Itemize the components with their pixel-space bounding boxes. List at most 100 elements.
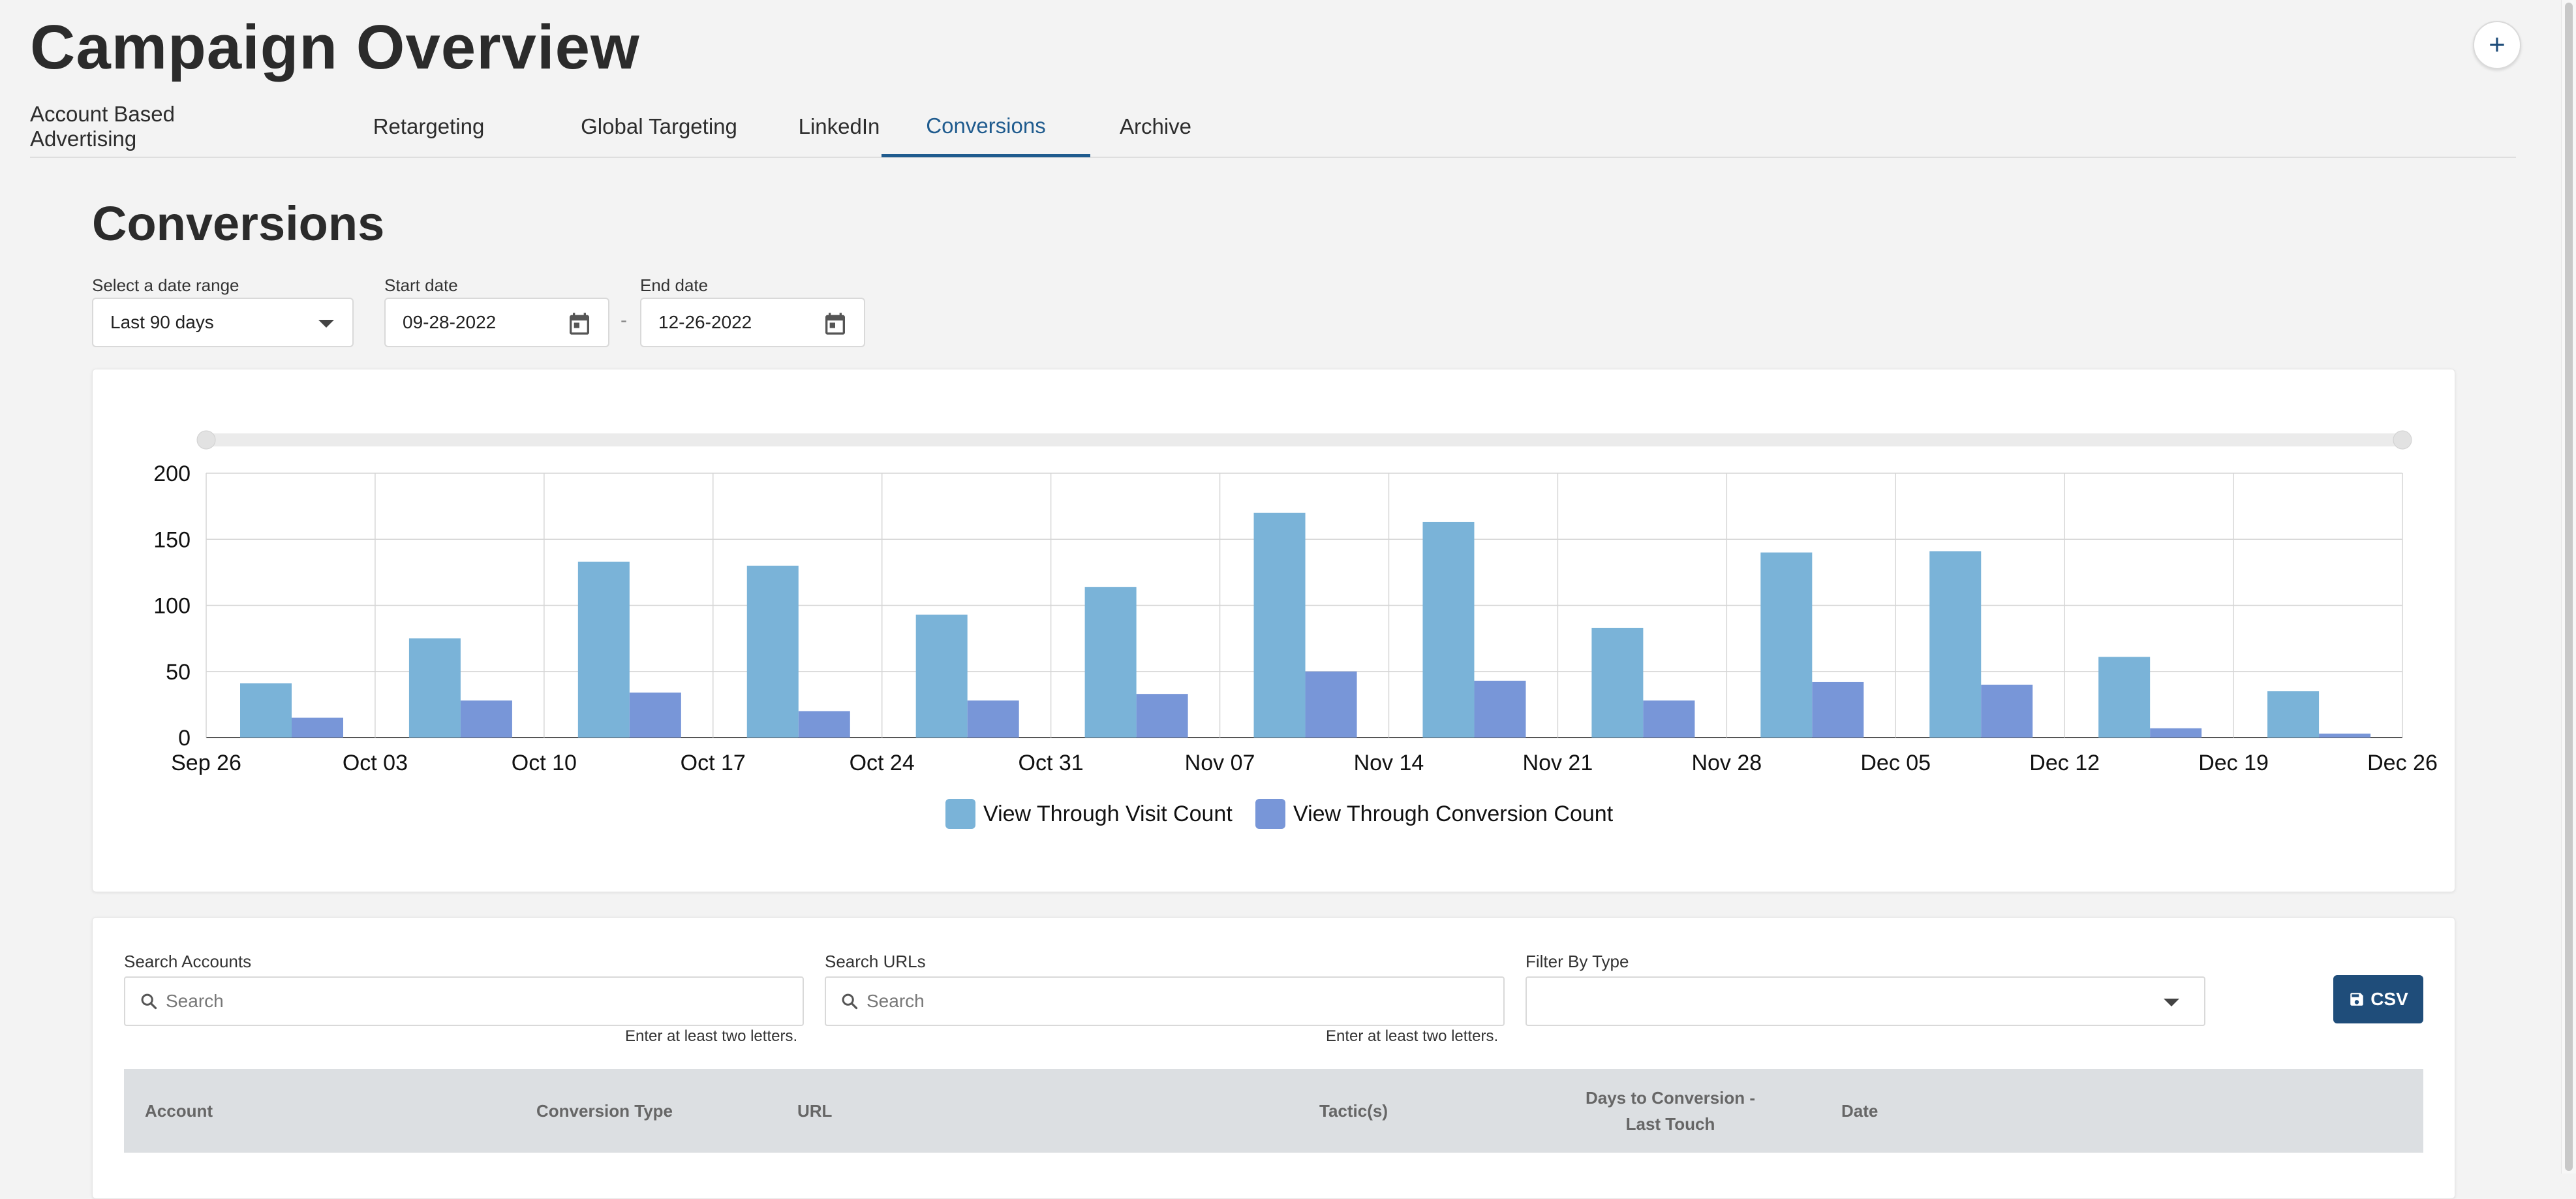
bar-conversion [1643,700,1695,738]
calendar-icon[interactable] [822,311,848,337]
bar-conversion [1474,680,1526,738]
bar-visit [1084,587,1137,738]
section-title: Conversions [92,196,385,251]
column-url[interactable]: URL [797,1100,833,1121]
page-title: Campaign Overview [30,12,640,82]
start-date-value: 09-28-2022 [403,312,497,332]
tab-retargeting[interactable]: Retargeting [373,114,485,138]
x-tick-label: Nov 14 [1354,751,1424,775]
bar-visit [2098,657,2151,738]
tab-global-targeting[interactable]: Global Targeting [581,114,737,138]
bar-visit [1253,512,1306,738]
x-tick-label: Oct 31 [1019,751,1084,775]
end-date-input[interactable]: 12-26-2022 [640,298,865,347]
caret-down-icon [318,320,334,328]
x-tick-label: Dec 26 [2367,751,2438,775]
date-range-label: Select a date range [92,275,239,295]
bar-conversion [2319,733,2371,738]
search-icon [141,993,157,1010]
search-accounts-label: Search Accounts [124,952,252,971]
chart-card: 0 50 100 150 200 Sep 26 Oct 03 Oct 10 Oct 17 Oct … [92,369,2455,892]
x-tick-label: Oct 03 [343,751,408,775]
bar-conversion [1812,681,1864,738]
conversions-chart: 0 50 100 150 200 Sep 26 Oct 03 Oct 10 Oct 17 Oct … [153,430,2438,829]
tab-archive[interactable]: Archive [1119,114,1192,138]
legend-swatch [1255,799,1285,829]
column-conversion-type[interactable]: Conversion Type [536,1100,673,1121]
x-tick-label: Nov 28 [1691,751,1762,775]
bar-visit [915,614,968,738]
legend-label: View Through Visit Count [983,802,1233,826]
search-accounts-placeholder: Search [166,991,224,1011]
search-accounts-hint: Enter at least two letters. [625,1027,798,1045]
page-scrollbar[interactable] [2561,0,2576,1174]
save-icon [2350,993,2363,1006]
bar-visit [577,561,630,738]
x-tick-label: Dec 12 [2029,751,2100,775]
x-tick-label: Oct 17 [681,751,746,775]
csv-export-button[interactable]: CSV [2333,975,2423,1023]
legend-label: View Through Conversion Count [1293,802,1614,826]
bar-conversion [1136,694,1188,738]
add-button[interactable]: + [2473,21,2521,69]
end-date-value: 12-26-2022 [658,312,752,332]
x-tick-label: Dec 05 [1860,751,1931,775]
range-slider-track [206,433,2402,446]
bar-conversion [798,711,850,738]
range-slider-handle-start [196,430,216,450]
search-urls-placeholder: Search [866,991,925,1011]
date-range-select[interactable]: Last 90 days [92,298,354,347]
search-urls-input[interactable]: Search [825,976,1505,1026]
scrollbar-thumb[interactable] [2565,3,2573,1171]
y-tick-label: 0 [178,726,191,751]
table-header: Account Conversion Type URL Tactic(s) Da… [124,1069,2423,1153]
plus-icon: + [2489,29,2506,61]
date-range-value: Last 90 days [110,312,214,332]
y-tick-label: 150 [153,527,191,552]
y-tick-label: 50 [166,660,191,685]
search-urls-hint: Enter at least two letters. [1326,1027,1499,1045]
start-date-input[interactable]: 09-28-2022 [384,298,609,347]
column-date[interactable]: Date [1841,1100,1878,1121]
bar-conversion [292,717,343,738]
tab-conversions[interactable]: Conversions [882,98,1090,157]
y-tick-label: 200 [153,461,191,486]
bar-conversion [460,700,512,738]
end-date-label: End date [640,275,709,295]
date-separator: - [621,309,627,331]
x-tick-label: Nov 07 [1185,751,1255,775]
search-accounts-input[interactable]: Search [124,976,804,1026]
bar-conversion [2150,728,2202,738]
start-date-label: Start date [384,275,458,295]
column-days-to-conversion[interactable]: Days to Conversion - Last Touch [1585,1088,1756,1134]
conversions-table-card: Search Accounts Search Enter at least tw… [92,917,2455,1199]
bar-visit [1591,627,1644,738]
search-urls-label: Search URLs [825,952,926,971]
bar-conversion [1981,685,2033,738]
x-tick-label: Oct 24 [850,751,915,775]
bar-conversion [1305,671,1357,738]
tab-linkedin[interactable]: LinkedIn [798,114,880,138]
bar-visit [1760,552,1813,738]
filter-type-label: Filter By Type [1526,952,1629,971]
bar-visit [1422,522,1475,738]
bar-visit [240,683,292,738]
filter-type-select[interactable] [1526,976,2205,1026]
tab-bar: Account Based Advertising Retargeting Gl… [30,98,2516,158]
bar-visit [2267,691,2320,738]
bar-conversion [629,693,681,738]
x-tick-label: Nov 21 [1523,751,1593,775]
legend-swatch [945,799,975,829]
caret-down-icon [2164,999,2179,1006]
csv-label: CSV [2370,989,2408,1009]
bar-conversion [967,700,1019,738]
column-account[interactable]: Account [145,1100,213,1121]
bar-visit [408,638,461,738]
column-tactics[interactable]: Tactic(s) [1319,1100,1388,1121]
tab-account-based-advertising[interactable]: Account Based Advertising [30,102,175,151]
x-tick-label: Sep 26 [171,751,241,775]
search-icon [842,993,858,1010]
range-slider-handle-end [2393,430,2412,450]
bar-visit [746,565,799,738]
calendar-icon[interactable] [566,311,592,337]
